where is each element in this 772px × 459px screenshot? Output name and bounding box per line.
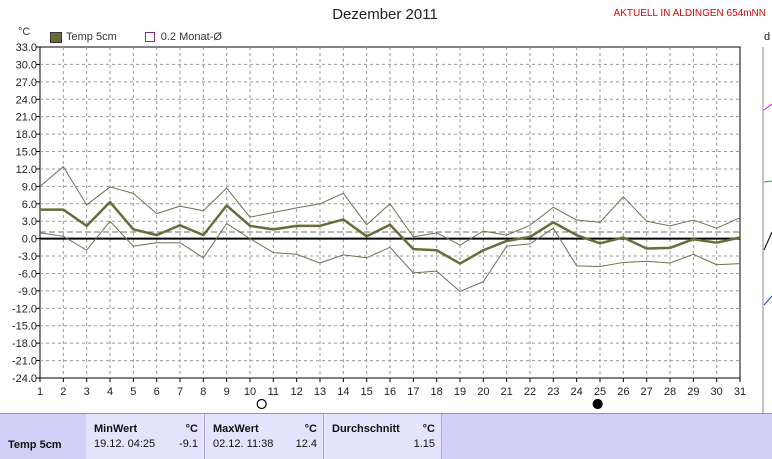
right-panel-stub: d [764, 31, 771, 43]
min-cell: MinWert °C 19.12. 04:25 -9.1 [86, 414, 205, 459]
avg-header: Durchschnitt [332, 423, 400, 435]
x-tick-label: 15 [361, 386, 373, 398]
series-daily-min [39, 220, 741, 292]
x-tick-label: 4 [107, 386, 113, 398]
y-tick-label: 6.0 [22, 199, 37, 211]
x-tick-label: 30 [711, 386, 723, 398]
y-tick-label: 30.0 [16, 59, 37, 71]
x-tick-label: 12 [291, 386, 303, 398]
x-tick-label: 20 [477, 386, 489, 398]
max-cell: MaxWert °C 02.12. 11:38 12.4 [205, 414, 324, 459]
x-tick-label: 1 [37, 386, 43, 398]
y-tick-label: -12.0 [12, 303, 37, 315]
series-daily-max [39, 166, 741, 246]
x-tick-label: 24 [571, 386, 583, 398]
right-panel-trace [763, 180, 772, 183]
x-tick-label: 8 [200, 386, 206, 398]
max-header: MaxWert [213, 423, 259, 435]
y-tick-label: 0.0 [22, 234, 37, 246]
y-tick-label: 33.0 [16, 42, 37, 54]
avg-cell: Durchschnitt °C 1.15 [324, 414, 442, 459]
y-tick-label: 15.0 [16, 147, 37, 159]
x-tick-label: 22 [524, 386, 536, 398]
x-tick-label: 7 [177, 386, 183, 398]
right-panel-trace [763, 103, 772, 111]
avg-unit: °C [422, 423, 435, 435]
y-tick-label: 12.0 [16, 164, 37, 176]
x-tick-label: 31 [734, 386, 746, 398]
unit-label: °C [18, 26, 31, 38]
new-moon-icon [592, 398, 603, 410]
chart-title: Dezember 2011 [332, 6, 438, 23]
legend-swatch-avg [144, 32, 155, 42]
legend-label-avg: 0.2 Monat-Ø [160, 31, 222, 43]
x-tick-label: 11 [268, 386, 279, 398]
x-tick-label: 28 [664, 386, 676, 398]
y-tick-label: -3.0 [18, 251, 37, 263]
stats-row-label: Temp 5cm [8, 439, 62, 451]
y-tick-label: -21.0 [12, 356, 37, 368]
y-tick-label: 21.0 [16, 112, 37, 124]
max-datetime: 02.12. 11:38 [213, 438, 274, 450]
max-value: 12.4 [295, 438, 317, 450]
y-tick-label: -18.0 [12, 338, 37, 350]
x-tick-label: 3 [84, 386, 90, 398]
x-tick-label: 17 [407, 386, 419, 398]
x-tick-label: 29 [687, 386, 699, 398]
legend-swatch-temp [50, 31, 62, 43]
x-tick-label: 26 [617, 386, 629, 398]
avg-value: 1.15 [413, 438, 435, 450]
stats-panel: Temp 5cm MinWert °C 19.12. 04:25 -9.1 Ma… [0, 413, 772, 459]
x-tick-label: 13 [314, 386, 326, 398]
y-tick-label: -9.0 [18, 286, 37, 298]
y-tick-label: -15.0 [12, 321, 37, 333]
x-tick-label: 10 [244, 386, 256, 398]
legend: Temp 5cm 0.2 Monat-Ø [50, 31, 222, 43]
y-tick-label: 18.0 [16, 129, 37, 141]
x-tick-label: 5 [130, 386, 136, 398]
min-header: MinWert [94, 423, 138, 435]
y-tick-label: 27.0 [16, 77, 37, 89]
x-tick-label: 9 [224, 386, 230, 398]
y-tick-label: -6.0 [18, 268, 37, 280]
x-tick-label: 23 [547, 386, 559, 398]
min-unit: °C [185, 423, 198, 435]
chart: 33.030.027.024.021.018.015.012.09.06.03.… [12, 42, 772, 413]
location-label: AKTUELL IN ALDINGEN 654mNN [613, 8, 766, 19]
max-unit: °C [304, 423, 317, 435]
x-tick-label: 19 [454, 386, 466, 398]
y-tick-label: 9.0 [22, 181, 37, 193]
right-panel-trace [763, 231, 772, 251]
x-tick-label: 16 [384, 386, 396, 398]
series-temp-5cm [40, 200, 741, 265]
y-tick-label: 24.0 [16, 94, 37, 106]
x-tick-label: 25 [594, 386, 606, 398]
right-panel-trace [763, 295, 772, 306]
x-tick-label: 21 [501, 386, 513, 398]
y-tick-label: 3.0 [22, 216, 37, 228]
x-tick-label: 6 [154, 386, 160, 398]
x-tick-label: 14 [337, 386, 349, 398]
legend-label-temp: Temp 5cm [66, 31, 117, 43]
x-tick-label: 18 [431, 386, 443, 398]
x-tick-label: 2 [60, 386, 66, 398]
y-tick-label: -24.0 [12, 373, 37, 385]
min-value: -9.1 [179, 438, 198, 450]
full-moon-icon [256, 398, 267, 410]
x-tick-label: 27 [641, 386, 653, 398]
min-datetime: 19.12. 04:25 [94, 438, 156, 450]
